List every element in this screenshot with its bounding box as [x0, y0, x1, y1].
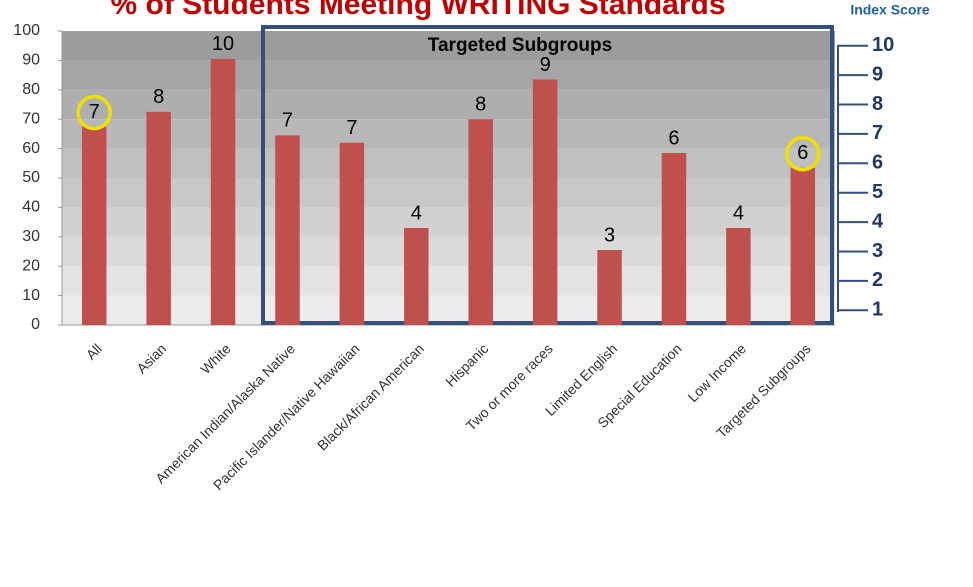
- y-tick-label: 40: [22, 199, 40, 216]
- bar: [726, 227, 751, 325]
- data-label: 3: [604, 224, 615, 246]
- y-tick-label: 90: [22, 52, 40, 69]
- y-tick-label: 60: [22, 140, 40, 157]
- data-label: 7: [89, 101, 100, 123]
- y-tick-label: 20: [22, 257, 40, 274]
- band: [62, 236, 835, 267]
- band: [62, 207, 835, 237]
- bar: [661, 153, 687, 325]
- bar: [597, 250, 622, 325]
- data-label: 8: [475, 93, 486, 115]
- y-tick-label: 70: [22, 110, 40, 127]
- x-tick-label: All: [83, 340, 105, 362]
- y-tick-label: 10: [22, 287, 40, 304]
- bar: [146, 111, 171, 325]
- y2-tick-label: 5: [872, 181, 883, 203]
- bar: [790, 167, 816, 325]
- band: [62, 119, 835, 149]
- data-label: 8: [153, 86, 164, 108]
- y2-tick-label: 4: [872, 210, 884, 232]
- data-label: 6: [668, 127, 679, 149]
- y2-tick-label: 7: [872, 122, 883, 144]
- data-label: 4: [411, 202, 422, 224]
- y2-tick-label: 6: [872, 152, 883, 174]
- y-tick-label: 50: [22, 169, 40, 186]
- y-tick-label: 100: [13, 22, 40, 39]
- y2-tick-label: 9: [872, 63, 883, 85]
- y2-title: Index Score: [850, 2, 930, 18]
- chart-title: % of Students Meeting WRITING Standards: [110, 0, 725, 21]
- data-label: 9: [540, 54, 551, 76]
- bar: [532, 79, 558, 325]
- bar: [404, 227, 429, 325]
- bar: [275, 135, 300, 325]
- data-label: 10: [212, 33, 234, 55]
- y2-tick-label: 1: [872, 299, 883, 321]
- y2-tick-label: 2: [872, 269, 883, 291]
- x-tick-label: Hispanic: [442, 340, 491, 389]
- data-label: 7: [346, 117, 357, 139]
- band: [62, 178, 835, 208]
- bar: [468, 119, 493, 325]
- bar: [210, 58, 236, 326]
- band: [62, 295, 835, 325]
- band: [62, 266, 835, 296]
- y-tick-label: 30: [22, 228, 40, 245]
- band: [62, 148, 835, 178]
- y-tick-label: 0: [31, 316, 40, 333]
- data-label: 6: [797, 142, 808, 164]
- y2-tick-label: 8: [872, 93, 883, 115]
- x-tick-label: Low Income: [684, 340, 749, 405]
- bar: [81, 126, 107, 325]
- data-label: 7: [282, 110, 293, 132]
- band: [62, 89, 835, 120]
- highlight-circle: [785, 135, 821, 172]
- data-label: 4: [733, 202, 744, 224]
- x-tick-label: White: [197, 340, 234, 377]
- x-tick-label: Black/African American: [314, 340, 427, 453]
- x-tick-label: Asian: [133, 340, 169, 376]
- y2-tick-label: 10: [872, 34, 894, 56]
- annotation: Targeted Subgroups: [428, 35, 612, 56]
- band: [62, 31, 835, 61]
- y-tick-label: 80: [22, 81, 40, 98]
- highlight-circle: [76, 94, 112, 131]
- band: [62, 60, 835, 90]
- bar: [339, 142, 365, 325]
- y2-tick-label: 3: [872, 240, 883, 262]
- x-tick-label: American Indian/Alaska Native: [152, 340, 298, 486]
